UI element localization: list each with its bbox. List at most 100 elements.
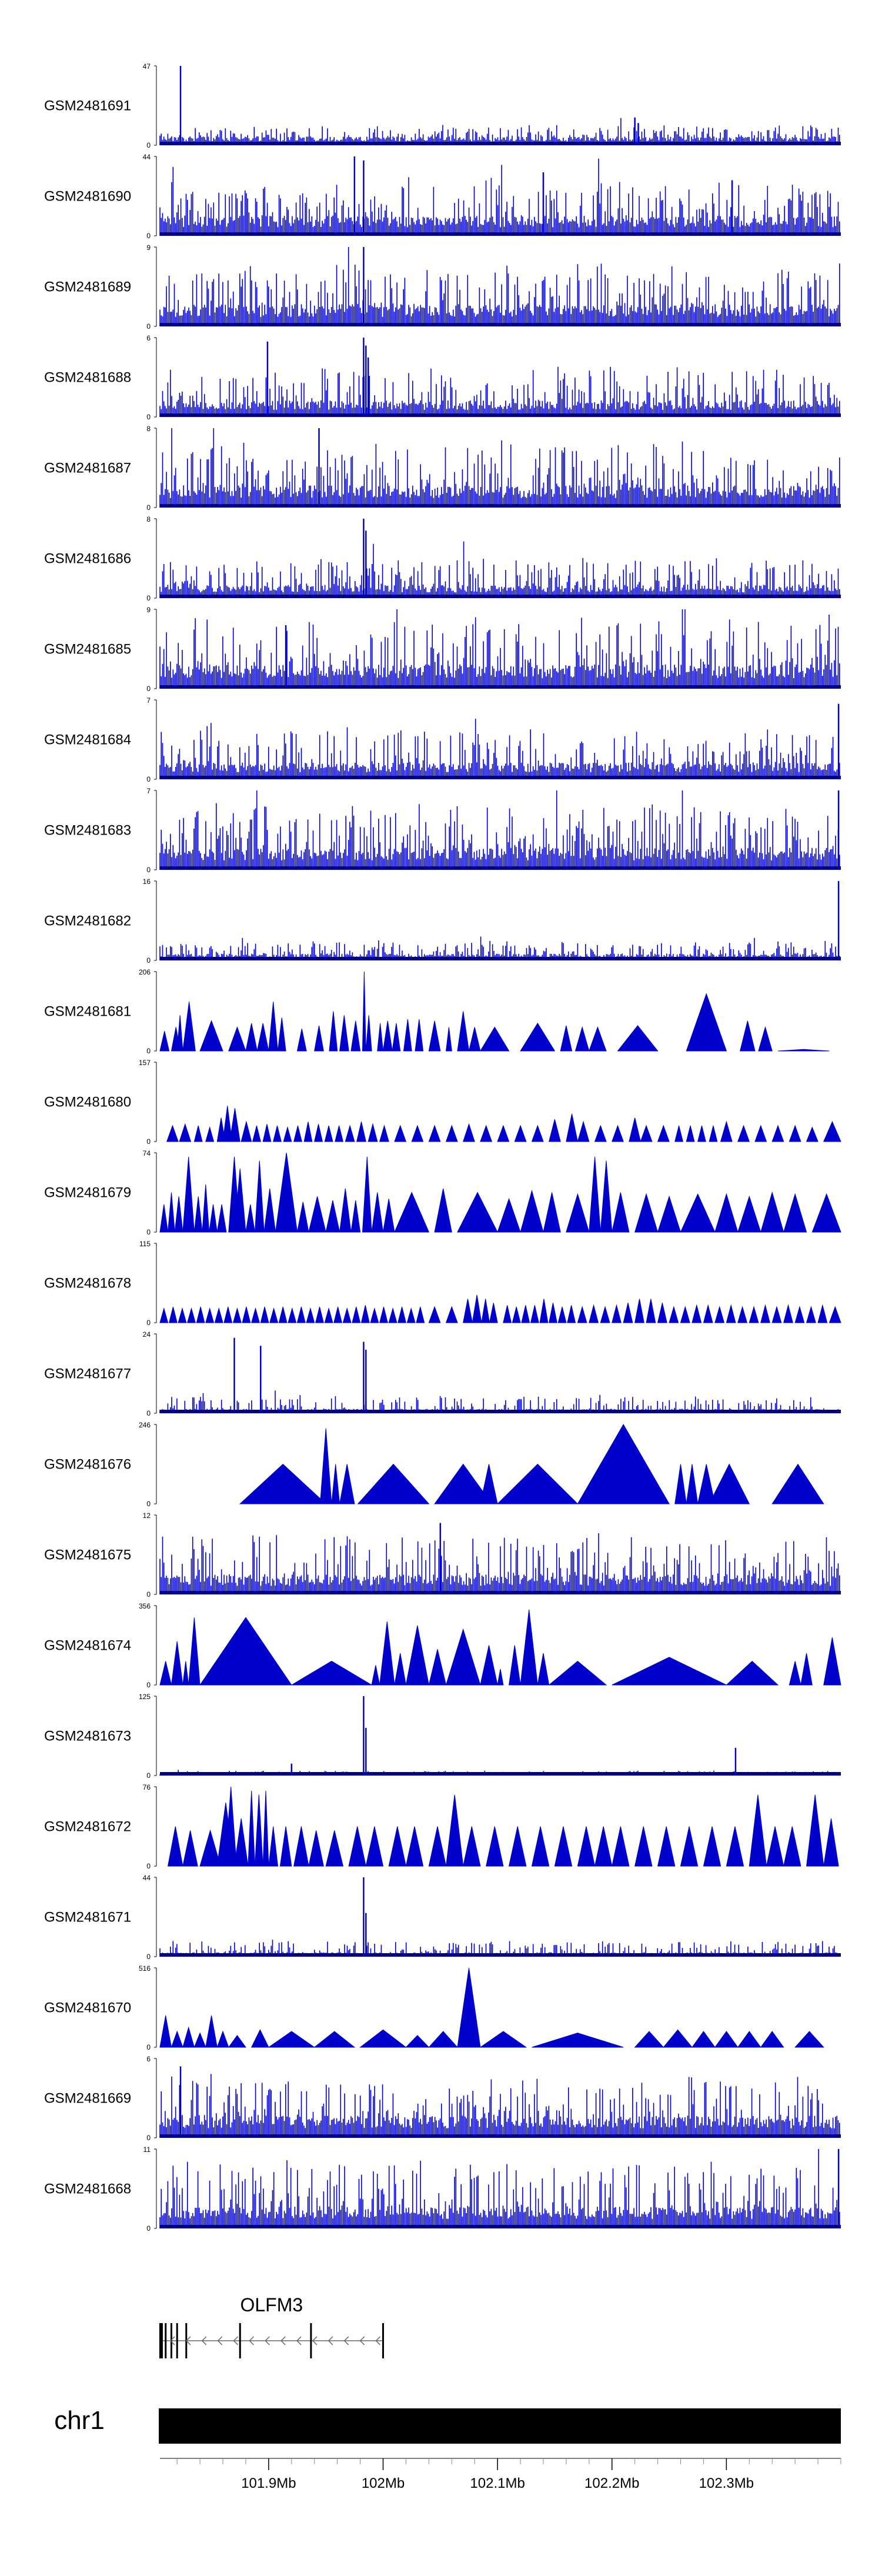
signal-triangle (279, 1826, 292, 1867)
signal-triangle (617, 1025, 659, 1052)
signal-triangle (159, 1031, 170, 1052)
track-GSM2481681: GSM2481681 206 0 (44, 968, 830, 1055)
signal-triangle (657, 1303, 667, 1323)
y-min-label: 0 (146, 2134, 151, 2142)
signal-triangle (737, 2031, 761, 2048)
signal-triangle (252, 1125, 261, 1142)
signal-triangle (171, 1641, 183, 1686)
signal-triangle (726, 1304, 736, 1323)
signal-triangle (350, 1020, 361, 1052)
signal-triangle (463, 1826, 481, 1867)
signal-triangle (256, 1023, 269, 1052)
signal-triangle (205, 1126, 215, 1142)
strand-arrow-icon (312, 2336, 318, 2345)
track-label: GSM2481690 (44, 189, 131, 205)
signal-triangle (663, 2029, 693, 2048)
gene-exon (382, 2323, 385, 2358)
signal-bars (159, 719, 840, 779)
signal-triangle (382, 1020, 393, 1052)
signal-triangle (634, 2031, 664, 2048)
signal-triangle (405, 1625, 430, 1686)
signal-bars (159, 790, 840, 870)
y-min-label: 0 (146, 1137, 151, 1146)
signal-triangle (557, 1306, 567, 1323)
signal-triangle (594, 1826, 613, 1867)
track-GSM2481689: GSM2481689 9 0 (44, 243, 841, 331)
signal-triangle (657, 1195, 681, 1233)
strand-arrow-icon (265, 2336, 270, 2345)
signal-triangle (720, 1120, 733, 1142)
signal-triangle (817, 1304, 828, 1323)
gene-exon (239, 2323, 241, 2358)
signal-triangle (686, 1464, 699, 1504)
signal-triangle (777, 1049, 830, 1052)
axis-tick-label: 102.3Mb (699, 2475, 754, 2491)
track-label: GSM2481670 (44, 2000, 131, 2016)
track-GSM2481674: GSM2481674 356 0 (44, 1602, 841, 1689)
signal-triangle (530, 1305, 539, 1323)
signal-triangle (370, 1307, 379, 1323)
track-label: GSM2481680 (44, 1095, 131, 1110)
signal-triangle (388, 1826, 407, 1867)
signal-triangle (392, 1023, 401, 1052)
track-GSM2481668: GSM2481668 11 0 (44, 2145, 841, 2233)
y-min-label: 0 (146, 141, 151, 149)
signal-triangle (612, 1125, 624, 1142)
signal-triangle (360, 1305, 370, 1323)
signal-triangle (480, 1464, 498, 1504)
signal-triangle (703, 1304, 713, 1323)
signal-triangle (589, 1026, 607, 1052)
signal-triangle (324, 1307, 333, 1323)
signal-triangle (445, 1125, 458, 1142)
track-GSM2481671: GSM2481671 44 0 (44, 1874, 841, 1961)
track-GSM2481672: GSM2481672 76 0 (44, 1783, 839, 1870)
signal-triangle (594, 1125, 607, 1142)
strand-arrow-icon (249, 2336, 254, 2345)
signal-bars (159, 936, 840, 960)
signal-triangle (634, 1299, 644, 1323)
signal-triangle (806, 1794, 824, 1867)
signal-triangle (794, 2031, 824, 2048)
signal-triangle (806, 1126, 818, 1142)
signal-triangle (379, 1621, 395, 1686)
track-GSM2481685: GSM2481685 9 0 (44, 606, 841, 693)
signal-triangle (416, 1306, 425, 1323)
track-GSM2481670: GSM2481670 516 0 (44, 1964, 824, 2051)
signal-triangle (216, 2030, 229, 2048)
strand-arrow-icon (328, 2336, 333, 2345)
track-label: GSM2481691 (44, 98, 131, 114)
y-min-label: 0 (146, 1228, 151, 1236)
gene-exon (310, 2323, 312, 2358)
y-max-label: 9 (146, 243, 151, 252)
signal-triangle (691, 1304, 702, 1323)
y-max-label: 115 (139, 1240, 151, 1248)
signal-bars (159, 1533, 840, 1594)
y-min-label: 0 (146, 503, 151, 512)
signal-triangle (216, 1117, 226, 1142)
signal-triangle (811, 1193, 841, 1233)
signal-triangle (254, 1160, 265, 1233)
signal-triangle (789, 1125, 801, 1142)
signal-triangle (428, 1306, 441, 1323)
y-max-label: 24 (143, 1330, 151, 1339)
signal-triangle (196, 1306, 205, 1323)
signal-triangle (428, 1125, 441, 1142)
track-GSM2481684: GSM2481684 7 0 (44, 696, 841, 783)
track-GSM2481675: GSM2481675 12 0 (44, 1511, 841, 1599)
signal-triangle (549, 1303, 557, 1323)
signal-triangle (446, 1027, 452, 1052)
signal-triangle (445, 1628, 481, 1686)
y-max-label: 16 (143, 877, 151, 886)
track-GSM2481673: GSM2481673 125 0 (44, 1693, 841, 1780)
signal-triangle (278, 1306, 288, 1323)
signal-triangle (314, 1025, 324, 1052)
signal-triangle (205, 1307, 215, 1323)
strand-arrow-icon (343, 2336, 349, 2345)
signal-triangle (222, 1106, 233, 1142)
signal-triangle (740, 1020, 756, 1052)
track-label: GSM2481678 (44, 1276, 131, 1292)
signal-triangle (514, 1125, 527, 1142)
track-GSM2481688: GSM2481688 6 0 (44, 334, 841, 421)
signal-triangle (457, 1967, 481, 2048)
signal-triangle (306, 1307, 315, 1323)
